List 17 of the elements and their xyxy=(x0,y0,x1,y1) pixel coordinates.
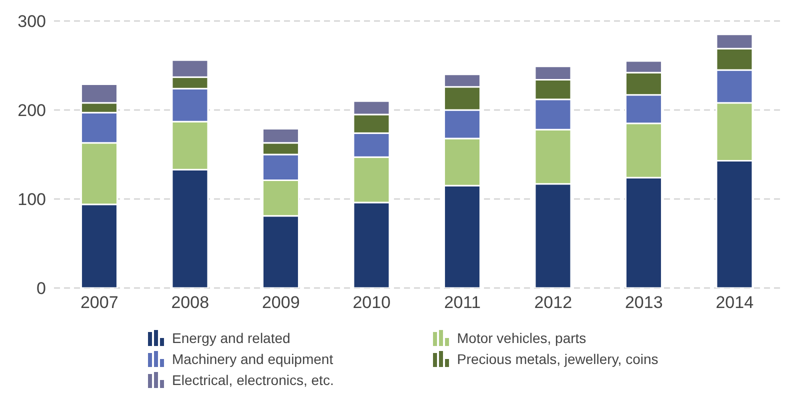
x-tick-label: 2009 xyxy=(262,293,300,312)
legend-label: Machinery and equipment xyxy=(172,351,334,367)
legend-label: Motor vehicles, parts xyxy=(457,330,586,346)
x-tick-label: 2011 xyxy=(444,293,481,312)
x-tick-label: 2007 xyxy=(80,293,118,312)
legend-label: Energy and related xyxy=(172,330,290,346)
y-tick-label: 300 xyxy=(18,12,46,32)
y-tick-label: 100 xyxy=(18,190,46,210)
x-tick-label: 2014 xyxy=(716,293,754,312)
legend-label: Precious metals, jewellery, coins xyxy=(457,351,658,367)
x-tick-label: 2008 xyxy=(171,293,210,312)
legend-label: Electrical, electronics, etc. xyxy=(172,372,334,388)
y-tick-label: 200 xyxy=(18,101,46,120)
x-tick-label: 2010 xyxy=(352,293,391,312)
x-tick-label: 2013 xyxy=(624,293,663,312)
x-tick-label: 2012 xyxy=(534,293,572,312)
y-tick-label: 0 xyxy=(36,279,46,298)
